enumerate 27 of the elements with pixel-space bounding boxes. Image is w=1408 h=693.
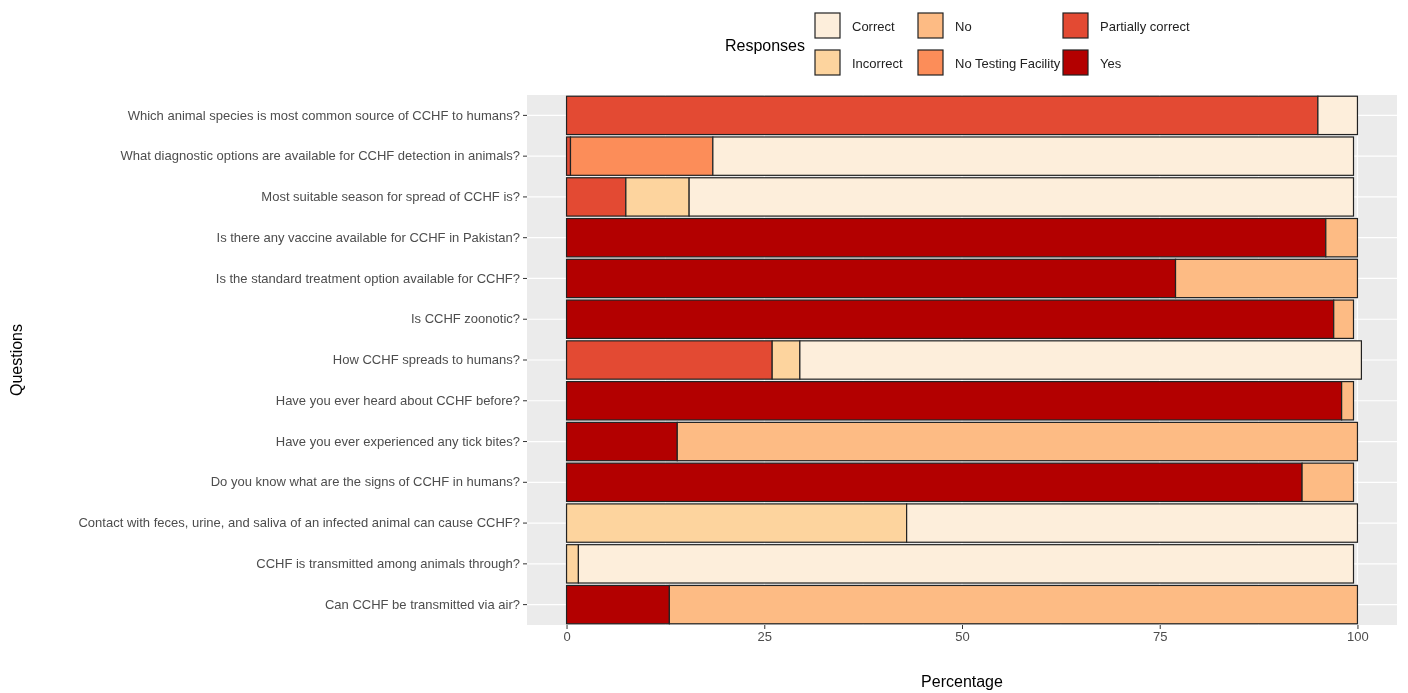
x-tick-label: 0 [563, 629, 571, 645]
x-tick-label: 50 [955, 629, 970, 645]
y-tick-label: Which animal species is most common source of CCHF to humans? [127, 107, 520, 123]
legend-label: Incorrect [852, 56, 903, 71]
legend-label: No [955, 19, 972, 34]
y-tick-label: How CCHF spreads to humans? [332, 352, 520, 368]
x-tick-label: 75 [1152, 629, 1168, 645]
legend-label: No Testing Facility [955, 56, 1061, 71]
y-tick-label: Is there any vaccine available for CCHF in Pakistan? [216, 229, 520, 245]
legend-title: Responses [724, 37, 805, 54]
x-tick-label: 25 [757, 629, 773, 645]
y-tick-label: Is CCHF zoonotic? [410, 311, 520, 327]
y-tick-label: CCHF is transmitted among animals through? [256, 556, 520, 572]
y-tick-label: Have you ever experienced any tick bites? [275, 433, 520, 449]
legend-label: Yes [1100, 56, 1122, 71]
y-tick-label: Is the standard treatment option available for CCHF? [215, 270, 520, 286]
y-tick-label: What diagnostic options are available for CCHF detection in animals? [120, 148, 520, 164]
y-tick-label: Can CCHF be transmitted via air? [324, 596, 520, 612]
legend-label: Partially correct [1100, 19, 1190, 34]
y-tick-label: Have you ever heard about CCHF before? [275, 392, 520, 408]
x-axis-title: Percentage [921, 673, 1004, 690]
y-tick-label: Contact with feces, urine, and saliva of an infected animal can cause CCHF? [78, 515, 520, 531]
x-tick-label: 100 [1347, 629, 1369, 645]
y-axis-title: Questions [8, 323, 25, 397]
legend-label: Correct [852, 19, 896, 34]
y-tick-label: Do you know what are the signs of CCHF in humans? [210, 474, 520, 490]
y-tick-label: Most suitable season for spread of CCHF is? [261, 189, 520, 205]
